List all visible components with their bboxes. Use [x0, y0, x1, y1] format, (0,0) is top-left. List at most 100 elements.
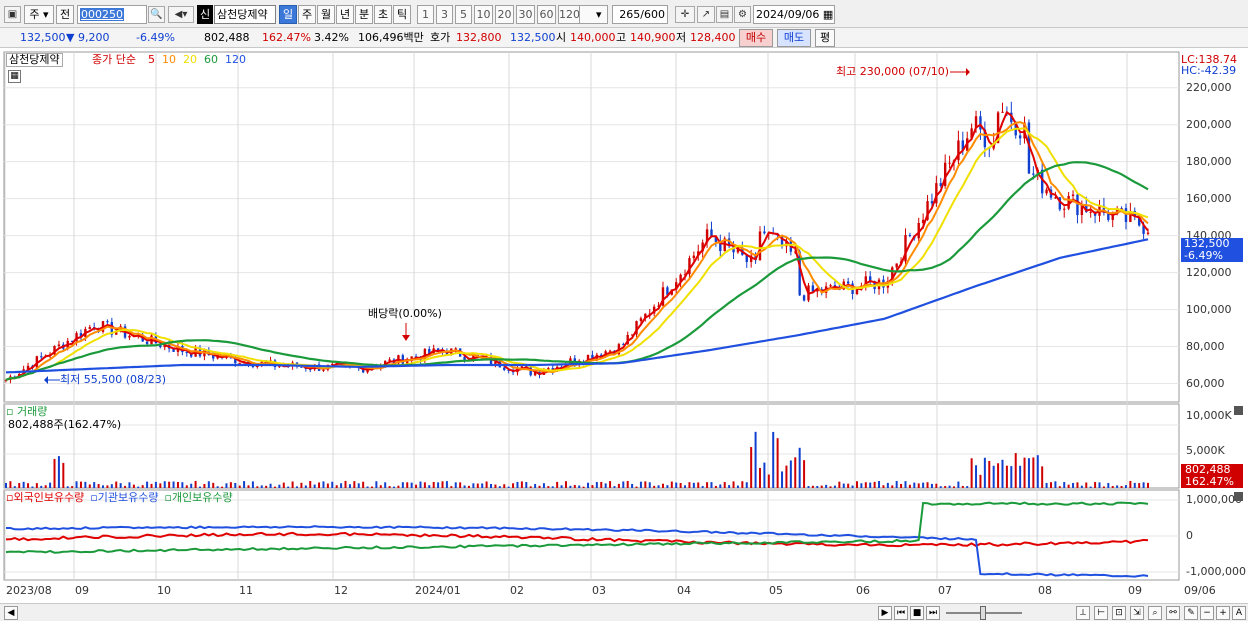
- speaker-icon[interactable]: ◀▾: [168, 6, 194, 23]
- volume-bar: [141, 485, 144, 488]
- volume-bar: [595, 481, 598, 488]
- buy-button[interactable]: 매수: [739, 29, 773, 47]
- volume-bar: [573, 484, 576, 488]
- x-tick-7: 03: [592, 584, 606, 597]
- zoom-slider-handle[interactable]: [980, 606, 986, 620]
- candle-body: [974, 116, 978, 129]
- period-tab-2[interactable]: 월: [317, 5, 335, 24]
- stock-name-field[interactable]: 삼천당제약: [214, 5, 276, 24]
- interval-tab-0[interactable]: 1: [417, 5, 434, 24]
- candle-body: [996, 112, 1000, 144]
- interval-tab-2[interactable]: 5: [455, 5, 472, 24]
- fit-icon[interactable]: ⊡: [1112, 606, 1126, 620]
- current-price-tag: 132,500 -6.49%: [1181, 238, 1243, 262]
- volume-bar: [5, 482, 7, 488]
- price-tick-8: 60,000: [1186, 376, 1225, 390]
- volume-bar: [520, 481, 523, 488]
- chart-type-dropdown[interactable]: 주 ▾: [24, 5, 54, 24]
- volume-panel-value: 802,488주(162.47%): [8, 418, 122, 431]
- volume-bar: [326, 483, 329, 488]
- interval-tab-7[interactable]: 120: [558, 5, 580, 24]
- trade-amount: 106,496백만: [358, 31, 424, 44]
- link-icon[interactable]: ⚯: [1166, 606, 1180, 620]
- volume-bar: [415, 484, 418, 488]
- extra-dropdown[interactable]: ▾: [572, 5, 608, 24]
- volume-close-icon[interactable]: [1234, 406, 1243, 415]
- volume-bar: [979, 474, 982, 488]
- current-volume-tag: 802,488 162.47%: [1181, 464, 1243, 488]
- volume-bar: [1142, 482, 1145, 488]
- volume-bar: [463, 485, 466, 488]
- prev-button[interactable]: 전: [56, 5, 74, 24]
- zoom-out-icon[interactable]: −: [1200, 606, 1214, 620]
- volume-bar: [935, 483, 938, 488]
- scroll-last-icon[interactable]: ⏭: [926, 606, 940, 620]
- volume-bar: [675, 482, 678, 488]
- period-tab-4[interactable]: 분: [355, 5, 373, 24]
- interval-tab-6[interactable]: 60: [537, 5, 556, 24]
- individual-holdings-line: [5, 501, 1149, 554]
- scroll-left-icon[interactable]: ◀: [4, 606, 18, 620]
- eval-button[interactable]: 평: [815, 29, 835, 47]
- candle-body: [697, 251, 700, 256]
- search-icon[interactable]: 🔍: [148, 6, 165, 23]
- scroll-first-icon[interactable]: ⏮: [894, 606, 908, 620]
- candle-body: [1027, 122, 1031, 174]
- interval-tab-4[interactable]: 20: [495, 5, 514, 24]
- font-size-icon[interactable]: A: [1232, 606, 1246, 620]
- volume-bar: [375, 481, 378, 488]
- volume-bar: [1124, 485, 1127, 488]
- current-price-tag-value: 132,500: [1184, 237, 1230, 250]
- volume-bar: [591, 485, 594, 488]
- volume-bar: [106, 485, 109, 488]
- stop-icon[interactable]: ■: [910, 606, 924, 620]
- period-tab-1[interactable]: 주: [298, 5, 316, 24]
- range-input[interactable]: 265/600: [612, 5, 668, 24]
- price-tick-6: 100,000: [1186, 302, 1232, 316]
- volume-bar: [273, 486, 276, 488]
- interval-tab-1[interactable]: 3: [436, 5, 453, 24]
- volume-bar: [49, 482, 52, 488]
- candle-body: [904, 235, 907, 262]
- candle-body: [983, 129, 987, 148]
- crosshair-icon[interactable]: ✛: [675, 6, 695, 23]
- volume-bar: [1147, 482, 1149, 488]
- interval-tab-3[interactable]: 10: [474, 5, 493, 24]
- stock-chart[interactable]: 삼천당제약 종가 단순 5 10 20 60 120 ▦ LC:138.74 HC:-4…: [0, 50, 1248, 603]
- ruler-icon[interactable]: ⊢: [1094, 606, 1108, 620]
- chart-canvas[interactable]: [0, 50, 1248, 603]
- volume-bar: [1085, 482, 1088, 488]
- move-icon[interactable]: ⇲: [1130, 606, 1144, 620]
- grid-toggle-icon[interactable]: ▦: [8, 70, 21, 83]
- candle-body: [26, 365, 30, 370]
- candle-body: [234, 356, 237, 364]
- stock-code-input[interactable]: 000250: [77, 5, 147, 24]
- measure-icon[interactable]: ⟂: [1076, 606, 1090, 620]
- save-icon[interactable]: ▤: [716, 6, 733, 23]
- candle-body: [679, 274, 682, 283]
- draw-tool-icon[interactable]: ↗: [697, 6, 715, 23]
- volume-bar: [564, 481, 567, 488]
- edit-icon[interactable]: ✎: [1184, 606, 1198, 620]
- period-tab-5[interactable]: 초: [374, 5, 392, 24]
- period-tab-6[interactable]: 틱: [393, 5, 411, 24]
- sell-button[interactable]: 매도: [777, 29, 811, 47]
- volume-bar: [199, 486, 202, 488]
- volume-bar: [79, 481, 82, 488]
- period-tab-3[interactable]: 년: [336, 5, 354, 24]
- window-icon[interactable]: ▣: [4, 6, 21, 23]
- zoom-icon[interactable]: ⌕: [1148, 606, 1162, 620]
- volume-bar: [842, 483, 845, 488]
- gear-icon[interactable]: ⚙: [734, 6, 751, 23]
- zoom-in-icon[interactable]: +: [1216, 606, 1230, 620]
- period-tab-0[interactable]: 일: [279, 5, 297, 24]
- volume-bar: [706, 482, 709, 488]
- volume-bar: [490, 483, 493, 488]
- volume-bar: [97, 484, 100, 488]
- holdings-close-icon[interactable]: [1234, 492, 1243, 501]
- candle-body: [1089, 211, 1092, 213]
- scroll-right-icon[interactable]: ▶: [878, 606, 892, 620]
- date-input[interactable]: 2024/09/06 ▦: [753, 5, 835, 24]
- interval-tab-5[interactable]: 30: [516, 5, 535, 24]
- volume-bar: [27, 483, 30, 488]
